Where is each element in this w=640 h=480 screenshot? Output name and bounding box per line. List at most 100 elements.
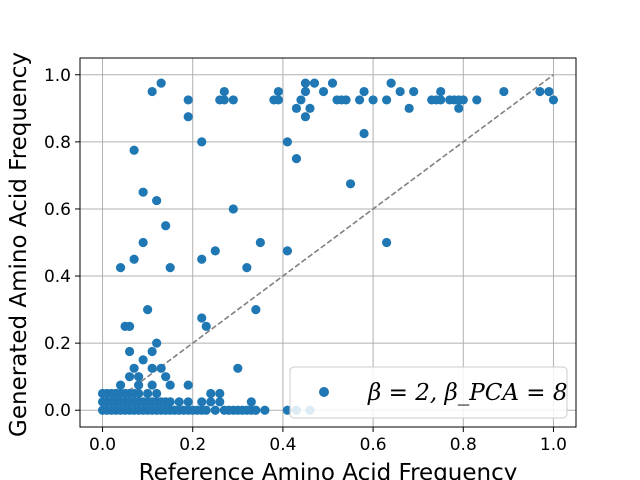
reference-line-group [102, 74, 554, 411]
scatter-point [174, 397, 184, 407]
scatter-point [197, 397, 207, 407]
scatter-point [156, 78, 166, 88]
scatter-point [454, 103, 464, 113]
scatter-point [197, 313, 207, 323]
scatter-point [215, 388, 225, 399]
scatter-point [228, 204, 238, 214]
scatter-point [341, 95, 351, 105]
scatter-point [111, 388, 121, 399]
scatter-point [197, 254, 207, 264]
scatter-point [165, 263, 175, 273]
scatter-point [472, 95, 482, 105]
scatter-point [544, 86, 554, 97]
x-tick-label: 1.0 [540, 435, 567, 455]
scatter-point [147, 363, 157, 373]
scatter-point [206, 397, 216, 407]
scatter-point [143, 388, 153, 399]
scatter-point [535, 86, 545, 97]
scatter-point [156, 363, 166, 373]
y-axis-label: Generated Amino Acid Frequency [6, 52, 32, 437]
scatter-point [228, 95, 238, 105]
scatter-point [165, 397, 175, 407]
scatter-point [233, 363, 243, 373]
legend-label: β = 2, β_PCA = 8 [367, 380, 567, 406]
scatter-point [386, 78, 396, 88]
scatter-point [210, 246, 220, 256]
scatter-point [147, 346, 157, 357]
scatter-point [305, 103, 315, 113]
reference-line [102, 74, 554, 411]
scatter-point [115, 380, 126, 390]
scatter-point [219, 95, 229, 105]
scatter-point [129, 145, 139, 155]
scatter-point [210, 405, 220, 415]
scatter-point [161, 372, 171, 382]
scatter-point [404, 103, 414, 113]
x-tick-label: 0.0 [89, 435, 116, 455]
x-tick-label: 0.4 [269, 435, 296, 455]
scatter-point [134, 380, 144, 390]
y-tick-label: 1.0 [44, 66, 71, 86]
x-axis-label: Reference Amino Acid Frequency [139, 460, 518, 480]
scatter-point [201, 405, 211, 415]
scatter-point [296, 95, 306, 105]
scatter-point [129, 254, 139, 264]
scatter-point [260, 405, 270, 415]
scatter-point [206, 388, 216, 399]
scatter-point [273, 86, 283, 97]
scatter-point [219, 86, 229, 97]
x-tick-label: 0.6 [360, 435, 387, 455]
scatter-point [282, 137, 293, 147]
scatter-point [165, 380, 175, 390]
scatter-point [197, 137, 207, 147]
legend-box [289, 366, 568, 419]
scatter-point [183, 397, 193, 407]
y-tick-label: 0.2 [44, 334, 71, 354]
scatter-point [201, 321, 211, 331]
scatter-point [382, 237, 392, 248]
scatter-point [345, 179, 356, 189]
scatter-point [251, 304, 261, 315]
scatter-point [409, 86, 419, 97]
scatter-points [97, 78, 559, 415]
x-tick-label: 0.8 [450, 435, 477, 455]
scatter-point [327, 78, 338, 88]
scatter-point [242, 263, 252, 273]
x-tick-label: 0.2 [179, 435, 206, 455]
scatter-point [368, 95, 378, 105]
legend: β = 2, β_PCA = 8 [289, 366, 568, 419]
scatter-point [255, 237, 265, 248]
axis-ticks: 0.0 0.2 0.4 0.6 0.8 1.0 0.0 0.2 0.4 0.6 0.8 1.0 [44, 66, 567, 455]
scatter-point [273, 95, 283, 105]
y-tick-label: 0.0 [44, 401, 71, 421]
scatter-point [300, 78, 311, 88]
scatter-point [152, 338, 162, 348]
scatter-point [102, 405, 112, 415]
scatter-point [152, 388, 162, 399]
scatter-point [251, 405, 261, 415]
plot-frame [79, 57, 577, 428]
scatter-point [291, 103, 302, 113]
y-tick-label: 0.6 [44, 200, 71, 220]
scatter-point [359, 86, 369, 97]
scatter-point [134, 388, 144, 399]
scatter-point [395, 86, 405, 97]
scatter-point [215, 397, 225, 407]
y-tick-label: 0.8 [44, 133, 71, 153]
scatter-point [125, 372, 135, 382]
scatter-point [134, 372, 144, 382]
scatter-point [125, 346, 135, 357]
scatter-point [291, 154, 302, 164]
scatter-point [129, 363, 139, 373]
scatter-point [183, 112, 193, 122]
scatter-point [354, 95, 365, 105]
scatter-point [125, 321, 135, 331]
y-tick-label: 0.4 [44, 267, 71, 287]
scatter-point [282, 246, 293, 256]
scatter-point [359, 128, 369, 139]
scatter-point [300, 86, 311, 97]
scatter-point [458, 95, 468, 105]
scatter-point [318, 86, 329, 97]
scatter-point [138, 187, 148, 197]
